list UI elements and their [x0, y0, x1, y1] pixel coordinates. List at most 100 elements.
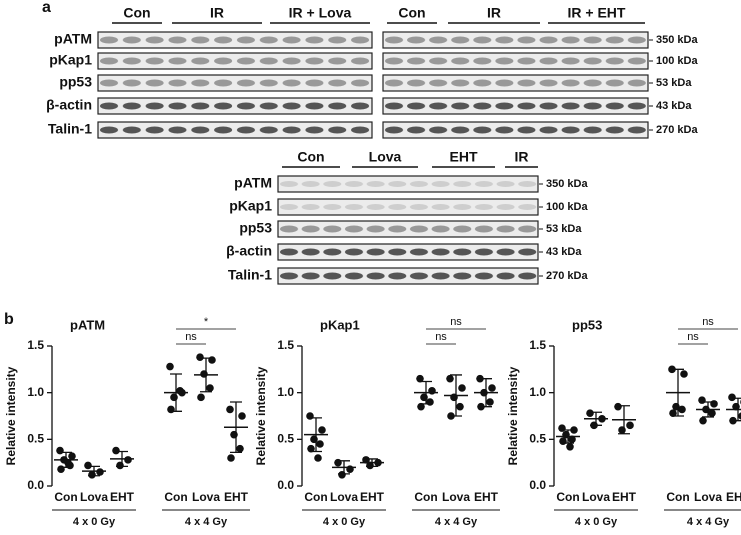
- data-point: [238, 412, 246, 420]
- y-tick-label: 1.5: [277, 338, 294, 352]
- row-label: β-actin: [226, 243, 272, 259]
- comparison-label: ns: [687, 331, 699, 343]
- data-point: [708, 409, 716, 418]
- row-label: pp53: [59, 74, 92, 90]
- data-point: [230, 430, 238, 439]
- y-tick-label: 0.5: [277, 432, 294, 446]
- error-bar: [338, 460, 350, 475]
- data-point: [698, 396, 706, 404]
- x-tick-label: Con: [54, 490, 77, 504]
- data-point: [314, 454, 322, 462]
- x-tick-label: Con: [414, 490, 437, 504]
- y-axis-label: Relative intensity: [254, 366, 268, 465]
- x-tick-label: EHT: [726, 490, 741, 504]
- panel-label: a: [42, 0, 51, 16]
- blot-left: [97, 31, 373, 139]
- row-label: Talin-1: [48, 121, 92, 137]
- data-point: [420, 393, 428, 402]
- x-tick-label: Con: [304, 490, 327, 504]
- x-tick-label: Lova: [80, 490, 108, 504]
- x-tick-label: Con: [556, 490, 579, 504]
- chart-title: pKap1: [320, 317, 360, 332]
- data-point: [166, 362, 174, 371]
- data-point: [112, 446, 120, 455]
- panel-label: b: [4, 311, 14, 328]
- data-point: [338, 471, 346, 479]
- data-point: [116, 461, 124, 470]
- blot-bands: [98, 32, 372, 48]
- data-point: [678, 405, 686, 414]
- lane-group-label: IR + Lova: [289, 5, 352, 21]
- blot-bottom: [277, 175, 539, 285]
- y-tick-label: 1.0: [529, 385, 546, 399]
- data-point: [417, 402, 425, 411]
- data-point: [307, 444, 315, 453]
- data-point: [334, 458, 342, 467]
- data-point: [200, 370, 208, 378]
- group-label: 4 x 4 Gy: [687, 516, 730, 528]
- error-bar: [702, 401, 714, 418]
- data-point: [446, 374, 454, 383]
- size-label: 350 kDa: [546, 178, 588, 190]
- data-point: [206, 384, 214, 392]
- lane-group-label: Con: [123, 5, 150, 21]
- row-label: pATM: [54, 31, 92, 47]
- data-point: [236, 444, 244, 453]
- data-point: [197, 393, 205, 402]
- error-bar: [618, 405, 630, 435]
- lane-group-label: Con: [297, 149, 324, 165]
- size-label: 100 kDa: [546, 201, 588, 213]
- x-tick-label: EHT: [360, 490, 385, 504]
- error-bar: [732, 397, 741, 422]
- data-point: [84, 461, 92, 470]
- data-point: [559, 437, 567, 446]
- lane-group-label: EHT: [450, 149, 478, 165]
- y-tick-label: 0.5: [529, 432, 546, 446]
- y-tick-label: 0.5: [27, 432, 44, 446]
- error-bar: [480, 378, 492, 408]
- y-tick-label: 1.5: [529, 338, 546, 352]
- data-point: [699, 416, 707, 425]
- blot-bands: [383, 53, 648, 69]
- data-point: [88, 471, 96, 479]
- group-label: 4 x 4 Gy: [435, 516, 478, 528]
- size-label: 270 kDa: [546, 270, 588, 282]
- data-point: [626, 421, 634, 430]
- data-point: [486, 398, 494, 406]
- lane-group-label: IR: [515, 149, 529, 165]
- data-point: [316, 440, 324, 448]
- data-point: [586, 409, 594, 418]
- y-tick-label: 0.0: [277, 478, 294, 492]
- error-bar: [562, 429, 574, 444]
- y-tick-label: 0.0: [27, 478, 44, 492]
- data-point: [362, 456, 370, 464]
- error-bar: [170, 373, 182, 412]
- data-point: [488, 384, 496, 392]
- data-point: [306, 412, 314, 420]
- y-tick-label: 1.0: [277, 385, 294, 399]
- data-point: [450, 393, 458, 402]
- data-point: [562, 430, 570, 439]
- blot-bands: [383, 75, 648, 91]
- blot-right: [382, 31, 649, 139]
- x-tick-label: Con: [164, 490, 187, 504]
- size-label: 53 kDa: [546, 223, 582, 235]
- error-bar: [366, 458, 378, 468]
- group-label: 4 x 0 Gy: [323, 516, 366, 528]
- data-point: [426, 398, 434, 406]
- blot-bands: [278, 199, 538, 215]
- chart-title: pATM: [70, 317, 105, 332]
- data-point: [738, 412, 741, 420]
- data-point: [346, 465, 354, 474]
- group-label: 4 x 0 Gy: [73, 516, 116, 528]
- row-label: Talin-1: [228, 267, 272, 283]
- data-point: [680, 370, 688, 378]
- error-bar: [116, 450, 128, 468]
- data-point: [566, 443, 574, 451]
- x-tick-label: EHT: [110, 490, 135, 504]
- blot-bands: [278, 244, 538, 260]
- x-tick-label: Lova: [694, 490, 722, 504]
- y-tick-label: 1.0: [27, 385, 44, 399]
- row-label: pKap1: [229, 198, 272, 214]
